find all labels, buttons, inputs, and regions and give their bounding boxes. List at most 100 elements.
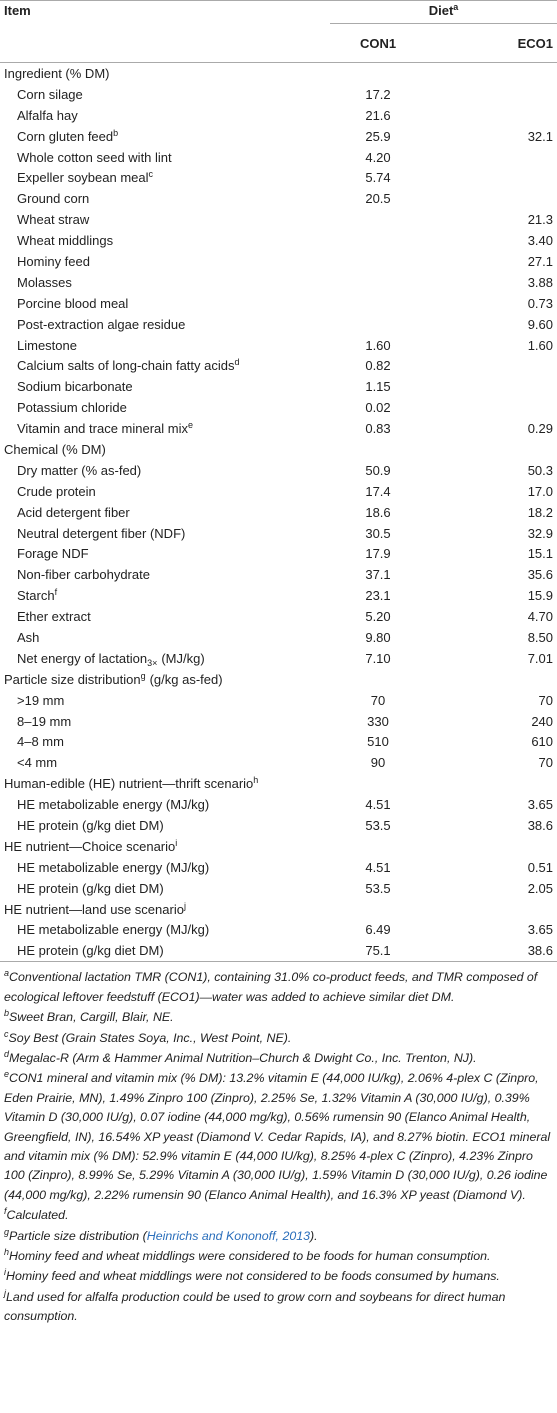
item-cell: HE metabolizable energy (MJ/kg) <box>0 857 330 878</box>
item-cell: 8–19 mm <box>0 711 330 732</box>
item-text: Alfalfa hay <box>17 107 78 123</box>
item-text: HE protein (g/kg diet DM) <box>17 943 164 959</box>
data-row: Whole cotton seed with lint 4.20 <box>0 147 557 168</box>
data-row: Calcium salts of long-chain fatty acidsd… <box>0 355 557 376</box>
section-label: Particle size distributiong (g/kg as-fed) <box>0 669 330 690</box>
con1-cell: 510 <box>367 734 389 750</box>
section-row: HE nutrient—land use scenarioj <box>0 899 557 920</box>
item-cell: Acid detergent fiber <box>0 502 330 523</box>
diet-label: Diet <box>428 3 454 18</box>
footnote-marker: i <box>175 837 178 848</box>
footnote-text: Land used for alfalfa production could b… <box>4 1289 506 1324</box>
cell <box>442 899 557 920</box>
eco1-cell: 1.60 <box>527 337 554 353</box>
footnote-text: Megalac-R (Arm & Hammer Animal Nutrition… <box>9 1050 477 1065</box>
footnote-marker: j <box>183 900 186 911</box>
diet-header: Dieta <box>330 0 557 24</box>
eco1-cell <box>442 147 557 168</box>
column-header: CON1 <box>359 35 397 51</box>
item-cell: Corn silage <box>0 84 330 105</box>
item-cell: HE metabolizable energy (MJ/kg) <box>0 794 330 815</box>
eco1-cell: 32.9 <box>527 525 554 541</box>
data-row: HE protein (g/kg diet DM) 53.5 2.05 <box>0 878 557 899</box>
item-text: Expeller soybean meal <box>17 170 149 186</box>
item-text: <4 mm <box>17 755 58 771</box>
item-cell: Corn gluten feedb <box>0 126 330 147</box>
eco1-cell: 27.1 <box>527 253 554 269</box>
con1-cell: 70 <box>370 692 386 708</box>
con1-cell: 17.4 <box>365 483 391 499</box>
eco1-cell <box>442 376 557 397</box>
data-row: Alfalfa hay 21.6 <box>0 105 557 126</box>
data-row: <4 mm 90 70 <box>0 752 557 773</box>
table-body: Ingredient (% DM) Corn silage 17.2 Alfalfa … <box>0 63 557 962</box>
eco1-cell: 38.6 <box>527 818 554 833</box>
item-text: Limestone <box>17 337 77 353</box>
data-row: Molasses 3.88 <box>0 272 557 293</box>
footnote-text: Calculated. <box>6 1208 69 1223</box>
item-text: Ground corn <box>17 191 90 207</box>
footnote: iHominy feed and wheat middlings were no… <box>4 1267 553 1286</box>
citation-link[interactable]: Heinrichs and Kononoff, 2013 <box>146 1228 311 1243</box>
eco1-cell: 50.3 <box>527 462 554 478</box>
eco1-cell <box>442 355 557 376</box>
item-text: Hominy feed <box>17 253 90 269</box>
data-row: Vitamin and trace mineral mixe 0.83 0.29 <box>0 418 557 439</box>
data-row: Wheat straw 21.3 <box>0 209 557 230</box>
item-cell: Net energy of lactation3× (MJ/kg) <box>0 648 330 669</box>
data-row: Expeller soybean mealc 5.74 <box>0 167 557 188</box>
item-text: Acid detergent fiber <box>17 504 130 520</box>
blank-header <box>0 24 330 63</box>
item-text: Whole cotton seed with lint <box>17 149 172 165</box>
item-cell: HE protein (g/kg diet DM) <box>0 878 330 899</box>
footnote-marker: h <box>253 775 259 786</box>
con1-cell: 7.10 <box>365 650 391 666</box>
con1-cell: 9.80 <box>365 629 391 645</box>
header-row: Item Dieta <box>0 0 557 24</box>
item-text: Post-extraction algae residue <box>17 316 186 332</box>
cell <box>442 669 557 690</box>
item-cell: Crude protein <box>0 481 330 502</box>
section-row: HE nutrient—Choice scenarioi <box>0 836 557 857</box>
eco1-cell: 35.6 <box>527 567 554 583</box>
data-row: >19 mm 70 70 <box>0 690 557 711</box>
con1-cell: 4.51 <box>365 859 391 875</box>
con1-cell: 90 <box>370 755 386 771</box>
item-text: Sodium bicarbonate <box>17 379 133 395</box>
footnote-marker: i <box>4 1267 6 1278</box>
eco1-cell: 9.60 <box>527 316 554 332</box>
item-cell: Neutral detergent fiber (NDF) <box>0 523 330 544</box>
header-row: CON1 ECO1 <box>0 24 557 63</box>
item-cell: Vitamin and trace mineral mixe <box>0 418 330 439</box>
item-text: HE protein (g/kg diet DM) <box>17 818 164 833</box>
data-row: Ash 9.80 8.50 <box>0 627 557 648</box>
item-text: HE nutrient—land use scenario <box>4 901 184 917</box>
item-text: HE metabolizable energy (MJ/kg) <box>17 797 210 813</box>
item-cell: Starchf <box>0 585 330 606</box>
item-text: HE nutrient—Choice scenario <box>4 838 176 854</box>
item-text: Wheat straw <box>17 212 90 228</box>
data-row: HE metabolizable energy (MJ/kg) 6.49 3.65 <box>0 920 557 941</box>
cell <box>330 439 442 460</box>
con1-cell: 4.51 <box>365 797 391 813</box>
con1-cell: 23.1 <box>365 588 391 604</box>
item-text: Dry matter (% as-fed) <box>17 462 142 478</box>
item-cell: Forage NDF <box>0 543 330 564</box>
footnote-marker: g <box>140 670 146 681</box>
data-row: 4–8 mm 510 610 <box>0 732 557 753</box>
eco1-cell: 3.40 <box>527 233 554 249</box>
cell <box>330 773 442 794</box>
cell <box>442 773 557 794</box>
con1-cell: 21.6 <box>365 107 391 123</box>
data-row: Limestone 1.60 1.60 <box>0 335 557 356</box>
footnote-marker: c <box>148 169 154 180</box>
footnote-text: Sweet Bran, Cargill, Blair, NE. <box>9 1010 174 1025</box>
item-text: 8–19 mm <box>17 713 72 729</box>
section-row: Particle size distributiong (g/kg as-fed) <box>0 669 557 690</box>
footnote-marker: d <box>234 357 240 368</box>
item-text: Forage NDF <box>17 546 89 562</box>
item-text: Potassium chloride <box>17 400 127 416</box>
data-row: Ether extract 5.20 4.70 <box>0 606 557 627</box>
footnote-marker: c <box>4 1028 9 1039</box>
